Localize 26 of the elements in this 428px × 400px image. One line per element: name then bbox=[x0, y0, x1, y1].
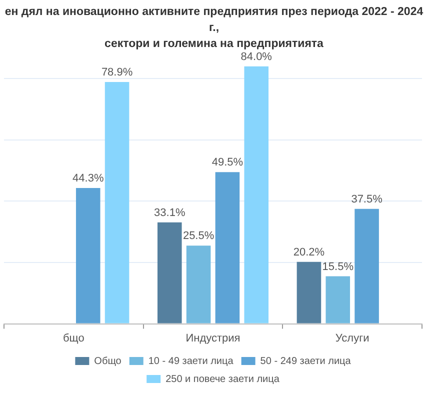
bar bbox=[157, 222, 182, 324]
data-label: 15.5% bbox=[322, 260, 354, 273]
bar bbox=[215, 172, 240, 324]
bar bbox=[76, 188, 100, 324]
bar bbox=[186, 246, 211, 324]
data-label: 33.1% bbox=[154, 206, 186, 219]
bar bbox=[326, 276, 350, 324]
bar bbox=[296, 262, 322, 324]
data-label: 25.5% bbox=[182, 230, 214, 242]
bar bbox=[354, 208, 379, 324]
data-label: 37.5% bbox=[351, 193, 383, 206]
data-label: 78.9% bbox=[101, 66, 133, 79]
x-tick-label: Услуги bbox=[335, 332, 370, 344]
legend-label: 50 - 249 заети лица bbox=[260, 356, 352, 367]
data-label: 84.0% bbox=[240, 50, 272, 63]
data-label: 20.2% bbox=[293, 246, 325, 258]
chart-title: ен дял на иновационно активните предприятия през периода 2022 - 2024 г., сектори и големина на предприятията bbox=[4, 5, 424, 52]
x-tick-label: бщо bbox=[62, 332, 84, 344]
legend-label: 250 и повече заети лица bbox=[166, 374, 280, 385]
bar bbox=[104, 82, 130, 324]
data-label: 49.5% bbox=[212, 156, 244, 169]
legend-label: Общо bbox=[94, 356, 122, 367]
legend-label: 10 - 49 заети лица bbox=[148, 356, 234, 367]
x-tick-label: Индустрия bbox=[186, 332, 240, 344]
bar bbox=[244, 66, 269, 324]
data-label: 44.3% bbox=[72, 172, 104, 185]
